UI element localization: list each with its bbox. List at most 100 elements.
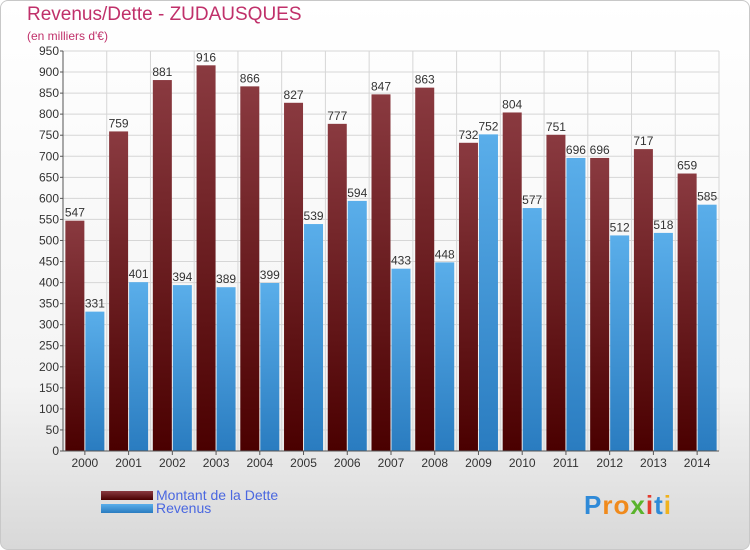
data-label-dette: 759	[109, 116, 129, 130]
y-tick-label: 600	[39, 191, 59, 205]
data-label-dette: 732	[458, 128, 478, 142]
data-label-revenus: 331	[85, 297, 105, 311]
bar-revenus	[260, 283, 280, 451]
bar-dette	[546, 134, 566, 451]
proxiti-logo: Proxiti	[584, 490, 672, 521]
y-tick-label: 350	[39, 297, 59, 311]
bar-revenus	[172, 285, 192, 451]
y-tick-label: 0	[52, 444, 59, 458]
bar-revenus	[697, 204, 717, 451]
data-label-dette: 916	[196, 50, 216, 64]
data-label-dette: 696	[590, 143, 610, 157]
bar-dette	[152, 80, 172, 451]
data-label-dette: 827	[284, 88, 304, 102]
chart-subtitle: (en milliers d'€)	[27, 29, 108, 43]
y-tick-label: 750	[39, 128, 59, 142]
bar-revenus	[653, 232, 673, 451]
data-label-dette: 881	[152, 65, 172, 79]
data-label-revenus: 448	[435, 247, 455, 261]
data-label-revenus: 401	[129, 267, 149, 281]
data-label-revenus: 394	[172, 270, 192, 284]
logo-letter: t	[654, 490, 664, 520]
bar-revenus	[478, 134, 498, 452]
x-tick-label: 2010	[509, 456, 536, 470]
y-tick-label: 500	[39, 233, 59, 247]
x-tick-label: 2008	[421, 456, 448, 470]
x-tick-label: 2003	[203, 456, 230, 470]
axes: 0 50 100 150 200 250 300 350 400 450 500 550 600 650 7…	[39, 44, 719, 470]
data-label-revenus: 518	[653, 218, 673, 232]
data-label-revenus: 577	[522, 193, 542, 207]
y-tick-label: 300	[39, 318, 59, 332]
bar-revenus	[304, 224, 324, 451]
data-label-revenus: 512	[610, 220, 630, 234]
bar-revenus	[610, 235, 630, 451]
x-tick-label: 2002	[159, 456, 186, 470]
data-labels: 547 331 759 401 881 394 916 389 866 399 827 539 777 5…	[65, 50, 718, 310]
data-label-dette: 547	[65, 206, 85, 220]
y-tick-label: 650	[39, 170, 59, 184]
bar-revenus	[435, 262, 455, 451]
data-label-revenus: 399	[260, 268, 280, 282]
x-tick-label: 2012	[596, 456, 623, 470]
data-label-dette: 847	[371, 79, 391, 93]
y-tick-label: 800	[39, 107, 59, 121]
data-label-revenus: 752	[478, 119, 498, 133]
y-tick-label: 100	[39, 402, 59, 416]
x-tick-label: 2013	[640, 456, 667, 470]
data-label-dette: 717	[633, 134, 653, 148]
bar-chart: 0 50 100 150 200 250 300 350 400 450 500 550 600 650 7…	[39, 44, 720, 470]
logo-letter: i	[663, 490, 672, 520]
bar-revenus	[522, 208, 542, 451]
logo-letter: i	[645, 490, 655, 520]
bar-dette	[502, 112, 522, 451]
x-tick-label: 2007	[378, 456, 405, 470]
grid	[62, 50, 720, 452]
legend-swatch-dette	[101, 491, 153, 500]
x-tick-label: 2005	[290, 456, 317, 470]
data-label-revenus: 585	[697, 190, 717, 204]
data-label-revenus: 433	[391, 254, 411, 268]
logo-letter: o	[613, 490, 631, 520]
y-tick-label: 900	[39, 65, 59, 79]
y-tick-label: 200	[39, 360, 59, 374]
bars	[65, 65, 717, 452]
y-tick-label: 400	[39, 276, 59, 290]
data-label-revenus: 594	[347, 186, 367, 200]
bar-dette	[109, 131, 129, 451]
x-tick-label: 2001	[115, 456, 142, 470]
y-tick-label: 50	[46, 423, 60, 437]
x-tick-label: 2000	[72, 456, 99, 470]
logo-letter: P	[584, 490, 603, 520]
bar-revenus	[347, 200, 367, 451]
bar-revenus	[85, 311, 105, 451]
bar-dette	[415, 87, 435, 451]
y-tick-label: 150	[39, 381, 59, 395]
bar-dette	[371, 94, 391, 452]
y-tick-label: 700	[39, 149, 59, 163]
y-tick-label: 550	[39, 212, 59, 226]
y-tick-label: 850	[39, 86, 59, 100]
x-tick-label: 2006	[334, 456, 361, 470]
bar-dette	[327, 123, 347, 451]
x-tick-label: 2009	[465, 456, 492, 470]
bar-dette	[590, 157, 610, 451]
y-tick-label: 950	[39, 44, 59, 58]
bar-revenus	[216, 287, 236, 451]
legend-label-revenus: Revenus	[156, 500, 212, 516]
bar-dette	[677, 173, 697, 452]
x-tick-label: 2004	[246, 456, 273, 470]
x-tick-label: 2011	[553, 456, 579, 470]
data-label-revenus: 696	[566, 143, 586, 157]
bar-dette	[284, 102, 304, 451]
legend-label-dette: Montant de la Dette	[156, 487, 279, 503]
logo-letter: r	[602, 490, 614, 520]
data-label-dette: 866	[240, 71, 260, 85]
legend-swatch-revenus	[101, 504, 153, 513]
bar-dette	[65, 220, 85, 451]
bar-dette	[240, 86, 260, 452]
chart-title: Revenus/Dette - ZUDAUSQUES	[27, 4, 302, 25]
y-tick-label: 250	[39, 339, 59, 353]
data-label-dette: 777	[327, 109, 347, 123]
